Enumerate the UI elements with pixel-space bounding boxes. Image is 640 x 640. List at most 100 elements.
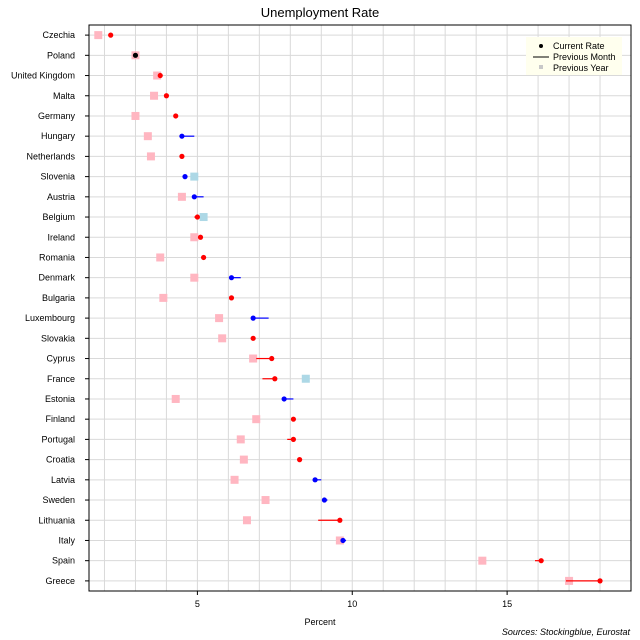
- previous-year-marker: [301, 374, 310, 383]
- current-rate-dot: [191, 194, 197, 200]
- category-label: Portugal: [41, 434, 75, 444]
- chart-title: Unemployment Rate: [261, 5, 380, 20]
- current-rate-dot: [179, 153, 185, 159]
- x-tick-labels: 5 10 15: [195, 591, 512, 609]
- category-label: Hungary: [41, 131, 76, 141]
- category-label: Germany: [38, 111, 76, 121]
- x-tick-label: 5: [195, 599, 200, 609]
- current-rate-dot: [250, 315, 256, 321]
- legend: Current Rate Previous Month Previous Yea…: [526, 37, 622, 75]
- current-rate-dot: [228, 295, 235, 301]
- current-rate-dot: [132, 52, 139, 58]
- x-tick-label: 10: [347, 599, 357, 609]
- category-label: Estonia: [45, 394, 75, 404]
- category-label: Italy: [58, 535, 75, 545]
- legend-previous-month-label: Previous Month: [553, 52, 616, 62]
- category-label: Spain: [52, 556, 75, 566]
- current-rate-dot: [272, 376, 278, 382]
- previous-month-lines: [181, 135, 601, 582]
- previous-year-marker: [199, 213, 208, 222]
- current-rate-dot: [538, 558, 544, 564]
- category-label: Croatia: [46, 455, 75, 465]
- previous-year-marker: [478, 556, 487, 565]
- previous-year-marker: [146, 152, 155, 161]
- current-rate-dot: [281, 396, 287, 402]
- previous-year-marker: [261, 496, 270, 505]
- current-rate-dot: [290, 416, 297, 422]
- current-rate-dot: [290, 436, 297, 442]
- previous-year-marker: [242, 516, 251, 525]
- current-rate-dot: [337, 517, 343, 523]
- previous-year-marker: [156, 253, 165, 262]
- previous-year-marker: [252, 415, 261, 424]
- legend-previous-year-marker: [539, 65, 543, 69]
- current-rate-dot: [228, 275, 235, 281]
- current-rate-dot: [200, 254, 207, 261]
- category-label: United Kingdom: [11, 71, 75, 81]
- category-label: Poland: [47, 50, 75, 60]
- previous-year-marker: [153, 71, 162, 80]
- previous-year-marker: [177, 192, 186, 201]
- current-rate-dot: [269, 355, 275, 362]
- category-label: Luxembourg: [25, 313, 75, 323]
- category-label: Bulgaria: [42, 293, 75, 303]
- current-rate-dot: [194, 214, 200, 220]
- legend-current-rate-label: Current Rate: [553, 41, 605, 51]
- category-label: Cyprus: [46, 354, 75, 364]
- current-rate-dot: [297, 457, 303, 463]
- previous-year-marker: [171, 394, 180, 403]
- category-label: Greece: [45, 576, 75, 586]
- current-rate-dot: [108, 32, 114, 38]
- category-label: Slovakia: [41, 333, 75, 343]
- previous-year-marker: [150, 91, 159, 100]
- current-rate-dot: [173, 113, 179, 119]
- current-rate-dot: [179, 133, 185, 139]
- previous-year-marker: [218, 334, 227, 343]
- category-label: Ireland: [47, 232, 75, 242]
- category-label: Slovenia: [40, 172, 75, 182]
- category-label: Malta: [53, 91, 75, 101]
- x-tick-label: 15: [502, 599, 512, 609]
- current-rate-dot: [157, 72, 163, 79]
- previous-year-marker: [94, 31, 103, 40]
- category-label: Latvia: [51, 475, 75, 485]
- category-label: Lithuania: [38, 515, 75, 525]
- category-labels: Czechia Poland United Kingdom Malta Germany H…: [11, 30, 89, 586]
- previous-year-marker: [335, 536, 344, 545]
- current-rate-dot: [197, 234, 204, 240]
- previous-year-marker: [239, 455, 248, 464]
- x-axis-label: Percent: [304, 617, 336, 627]
- current-rate-dot: [182, 174, 188, 180]
- grid: [89, 25, 632, 591]
- previous-year-marker: [190, 233, 199, 242]
- legend-previous-year-label: Previous Year: [553, 63, 609, 73]
- current-rate-dot: [312, 477, 318, 483]
- source-note: Sources: Stockingblue, Eurostat: [502, 627, 631, 637]
- current-rate-dot: [597, 578, 603, 584]
- previous-year-marker: [236, 435, 245, 444]
- category-label: Austria: [47, 192, 75, 202]
- legend-current-rate-marker: [539, 44, 543, 48]
- previous-year-marker: [230, 475, 239, 484]
- previous-year-marker: [143, 132, 152, 141]
- previous-year-marker: [159, 293, 168, 302]
- category-label: France: [47, 374, 75, 384]
- previous-year-marker: [190, 172, 199, 181]
- current-rate-dot: [250, 335, 256, 341]
- current-rate-dot: [340, 537, 346, 544]
- previous-year-marker: [131, 111, 140, 120]
- category-label: Romania: [39, 252, 75, 262]
- previous-year-marker: [215, 314, 224, 323]
- current-rate-markers: [108, 32, 603, 584]
- previous-year-marker: [190, 273, 199, 282]
- current-rate-dot: [163, 93, 170, 99]
- category-label: Belgium: [42, 212, 75, 222]
- category-label: Czechia: [42, 30, 75, 40]
- category-label: Denmark: [38, 273, 75, 283]
- plot-area-border: [88, 24, 632, 592]
- category-label: Finland: [45, 414, 75, 424]
- current-rate-dot: [321, 497, 327, 503]
- category-label: Sweden: [42, 495, 75, 505]
- category-label: Netherlands: [26, 151, 75, 161]
